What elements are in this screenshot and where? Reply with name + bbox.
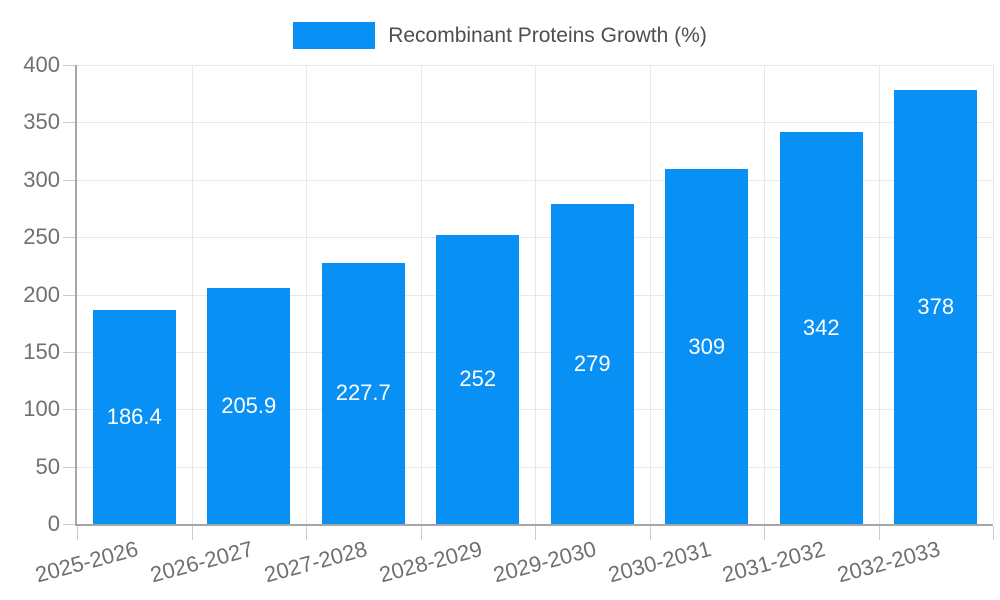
bar-value-label: 309 [688,333,726,359]
y-tick-label: 350 [23,109,60,135]
bar-value-label: 205.9 [221,392,277,418]
y-tick-label: 250 [23,224,60,250]
bar: 186.4 [92,310,176,524]
v-gridline [878,65,880,524]
x-axis-tick [993,526,994,540]
x-axis-tick [535,526,536,540]
bar-value-label: 279 [573,350,611,376]
x-axis-tick [191,526,193,540]
v-gridline [649,65,651,524]
x-tick-label: 2032-2033 [834,536,943,588]
bar: 342 [779,131,863,524]
bar: 227.7 [321,262,405,524]
v-gridline [420,65,422,524]
bar-value-label: 342 [802,314,840,340]
legend-swatch-icon [293,22,376,49]
bar: 205.9 [207,287,291,524]
x-tick-label: 2027-2028 [261,536,370,588]
y-tick-label: 0 [47,511,60,536]
plot-area: 0 50 100 150 200 250 300 350 400 186.4 2025-2026 20… [23,52,994,587]
x-tick-label: 2031-2032 [719,536,828,588]
y-axis-tick [63,466,75,468]
x-tick-label: 2029-2030 [490,536,599,588]
legend[interactable]: Recombinant Proteins Growth (%) [0,22,1000,49]
y-tick-label: 200 [23,281,60,307]
y-axis-tick [63,294,75,296]
x-tick-label: 2030-2031 [605,536,714,588]
x-tick-label: 2025-2026 [32,536,141,588]
y-axis-tick [63,409,75,411]
v-gridline [764,65,765,524]
x-tick-label: 2026-2027 [147,536,256,588]
y-tick-label: 300 [23,166,60,192]
bar: 279 [550,203,634,524]
x-axis-tick [649,526,651,540]
bar-value-label: 186.4 [106,404,162,430]
x-axis-tick [764,526,765,540]
y-axis-tick [63,122,75,124]
bar-value-label: 378 [917,294,955,320]
y-tick-label: 400 [23,52,60,77]
v-gridline [535,65,536,524]
bar: 309 [665,169,749,524]
y-axis-tick [63,524,75,525]
bar-value-label: 252 [459,366,497,392]
v-gridline [191,65,193,524]
bar: 252 [436,234,520,524]
x-axis-tick [77,526,78,540]
bar: 378 [894,90,978,524]
x-axis-tick [420,526,422,540]
legend-label: Recombinant Proteins Growth (%) [388,23,707,47]
y-axis-tick [63,65,75,66]
bar-value-label: 227.7 [335,380,391,406]
v-gridline [993,65,994,524]
x-tick-label: 2028-2029 [376,536,485,588]
y-axis-tick [63,237,75,239]
y-tick-label: 50 [35,453,60,479]
x-axis-tick [306,526,307,540]
y-tick-label: 100 [23,396,60,422]
y-axis-tick [63,351,75,353]
v-gridline [306,65,307,524]
x-axis-tick [878,526,880,540]
y-axis-tick [63,179,75,181]
y-tick-label: 150 [23,338,60,364]
